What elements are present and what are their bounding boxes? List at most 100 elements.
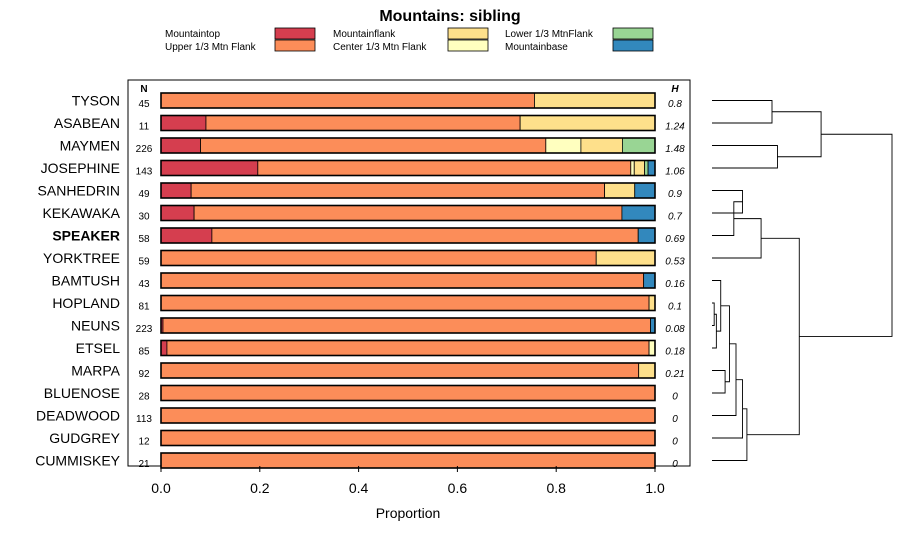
dendrogram-link-14	[746, 237, 800, 436]
bar-segment-gudgrey-upper	[160, 430, 656, 446]
bar-segment-bamtush-mountainbase	[643, 272, 656, 289]
bar-segment-etsel-center	[648, 340, 656, 356]
row-label-marpa: MARPA	[71, 363, 120, 379]
n-value-yorktree: 59	[138, 257, 150, 268]
h-value-deadwood: 0	[672, 414, 678, 425]
legend-swatch-center-1-3-mtn-flank	[447, 39, 489, 52]
bar-outline-deadwood	[160, 407, 656, 424]
dendrogram-link-12	[712, 379, 743, 439]
bar-segment-yorktree-mountainflank	[595, 250, 656, 266]
h-value-bamtush: 0.16	[665, 279, 685, 290]
bar-segment-speaker-mountainbase	[637, 227, 656, 244]
row-label-neuns: NEUNS	[71, 318, 120, 334]
row-label-etsel: ETSEL	[76, 340, 121, 356]
bar-outline-bamtush	[160, 272, 656, 289]
x-tick-label-0-2: 0.2	[250, 480, 270, 496]
bar-outline-asabean	[160, 114, 656, 132]
n-value-asabean: 11	[139, 122, 150, 133]
dendrogram-link-1	[712, 145, 778, 169]
bar-segment-tyson-mountainflank	[534, 92, 656, 109]
bar-segment-sanhedrin-mountainbase	[634, 182, 656, 199]
n-value-bamtush: 43	[138, 279, 150, 290]
x-tick-label-1-0: 1.0	[645, 480, 665, 496]
bar-outline-maymen	[160, 137, 656, 154]
row-label-tyson: TYSON	[72, 93, 120, 109]
bar-segment-speaker-mountaintop	[160, 227, 213, 244]
h-value-neuns: 0.08	[665, 324, 685, 335]
bar-segment-tyson-upper	[160, 92, 535, 109]
bar-segment-bluenose-upper	[160, 385, 656, 401]
bar-segment-bamtush-upper	[160, 272, 645, 289]
bar-segment-maymen-upper	[200, 137, 547, 154]
bar-segment-josephine-mountainflank	[633, 160, 646, 176]
h-value-hopland: 0.1	[668, 302, 682, 313]
bar-segment-marpa-upper	[160, 362, 640, 379]
dendrogram-link-0	[712, 100, 773, 124]
x-tick-label-0-0: 0.0	[151, 480, 171, 496]
h-value-kekawaka: 0.7	[668, 212, 682, 223]
bar-segment-maymen-mountainflank	[580, 137, 623, 154]
row-label-hopland: HOPLAND	[52, 295, 120, 311]
bar-outline-kekawaka	[160, 204, 656, 222]
bar-segment-etsel-upper	[166, 340, 650, 356]
h-value-asabean: 1.24	[665, 122, 685, 133]
bar-outline-sanhedrin	[160, 182, 656, 199]
x-tick-label-0-6: 0.6	[448, 480, 468, 496]
row-label-kekawaka: KEKAWAKA	[42, 205, 120, 221]
bar-segment-josephine-center	[630, 160, 635, 176]
row-label-deadwood: DEADWOOD	[36, 408, 120, 424]
dendrogram-link-8	[712, 280, 722, 332]
bars	[160, 92, 656, 469]
legend-label-mountainflank: Mountainflank	[333, 29, 396, 40]
bar-segment-maymen-lower	[621, 137, 656, 154]
dendrogram-link-4	[712, 201, 743, 236]
bar-segment-sanhedrin-mountainflank	[604, 182, 636, 199]
row-label-sanhedrin: SANHEDRIN	[38, 183, 120, 199]
bar-outline-bluenose	[160, 384, 656, 402]
n-column-header: N	[140, 84, 147, 95]
h-value-etsel: 0.18	[665, 347, 685, 358]
row-label-maymen: MAYMEN	[60, 138, 120, 154]
legend-swatch-mountainflank	[447, 27, 489, 40]
row-label-bluenose: BLUENOSE	[44, 385, 120, 401]
bar-segment-marpa-mountainflank	[638, 362, 656, 379]
legend-label-lower-1-3-mtnflank: Lower 1/3 MtnFlank	[505, 29, 594, 40]
bar-outline-speaker	[160, 227, 656, 244]
row-labels: TYSON ASABEAN MAYMEN JOSEPHINE SANHEDRIN KEKA…	[35, 93, 120, 469]
bar-outline-marpa	[160, 362, 656, 379]
bar-segment-josephine-mountaintop	[160, 160, 259, 176]
x-axis: 0.0 0.2 0.4 0.6 0.8 1.0	[151, 466, 665, 496]
x-tick-label-0-4: 0.4	[349, 480, 369, 496]
bar-segment-deadwood-upper	[160, 407, 656, 424]
dendrogram-link-13	[712, 408, 748, 461]
bar-outline-yorktree	[160, 249, 656, 267]
h-value-marpa: 0.21	[665, 369, 684, 380]
bar-segment-asabean-mountaintop	[160, 115, 207, 131]
h-value-sanhedrin: 0.9	[668, 189, 682, 200]
legend-label-mountainbase: Mountainbase	[505, 42, 568, 53]
bar-segment-yorktree-upper	[160, 250, 597, 266]
n-value-tyson: 45	[138, 99, 150, 110]
legend-swatch-mountainbase	[612, 39, 654, 52]
bar-segment-hopland-upper	[160, 295, 650, 311]
n-value-etsel: 85	[138, 347, 150, 358]
n-value-neuns: 223	[136, 324, 153, 335]
h-value-speaker: 0.69	[665, 234, 685, 245]
dendrogram-link-15	[799, 133, 893, 337]
h-value-cummiskey: 0	[672, 459, 678, 470]
bar-segment-kekawaka-mountaintop	[160, 205, 195, 221]
dendrogram-link-11	[712, 343, 737, 416]
bar-segment-hopland-mountainflank	[648, 295, 656, 311]
h-values: 0.8 1.24 1.48 1.06 0.9 0.7 0.69 0.53 0.16 0.1 0.08…	[665, 99, 685, 470]
bar-segment-sanhedrin-upper	[190, 182, 606, 199]
bar-segment-asabean-upper	[205, 115, 521, 131]
bar-segment-speaker-upper	[211, 227, 639, 244]
bar-segment-josephine-lower	[644, 160, 649, 176]
bar-outline-cummiskey	[160, 452, 656, 469]
n-value-gudgrey: 12	[138, 437, 150, 448]
h-value-bluenose: 0	[672, 392, 678, 403]
bar-segment-josephine-mountainbase	[647, 160, 656, 176]
h-value-maymen: 1.48	[665, 144, 685, 155]
n-value-cummiskey: 21	[138, 459, 150, 470]
n-value-speaker: 58	[138, 234, 150, 245]
